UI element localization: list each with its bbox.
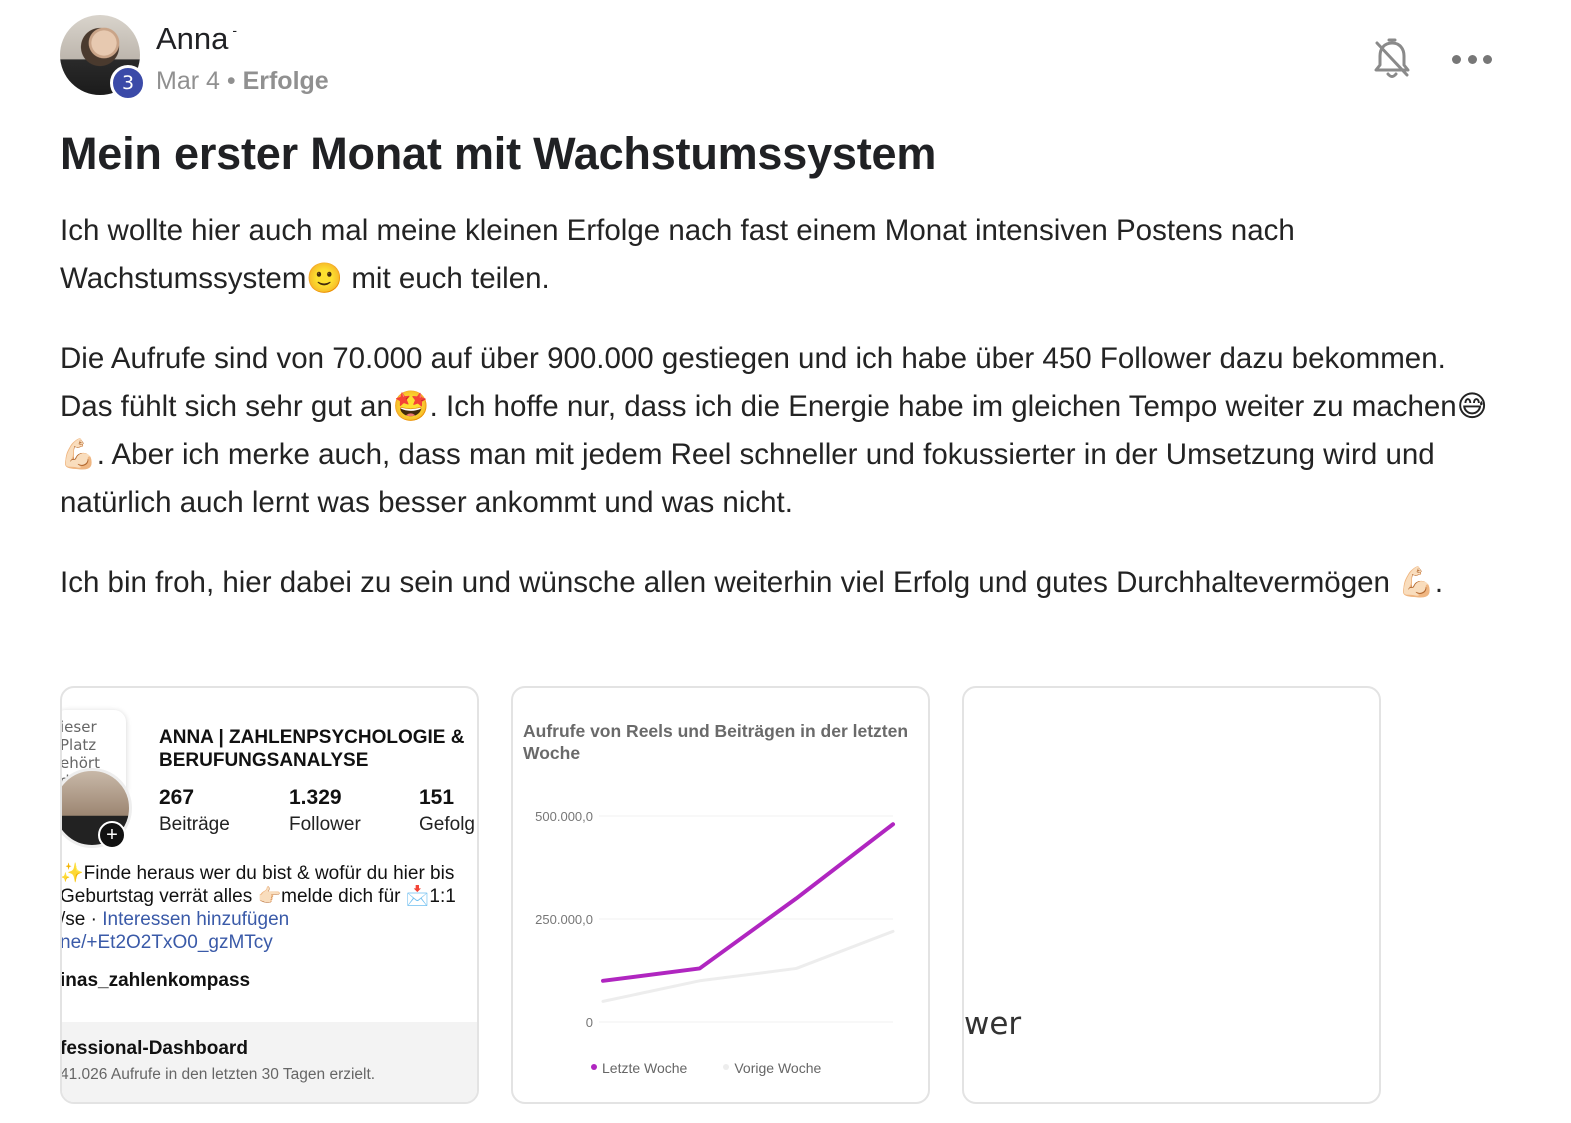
stat-value: 267 xyxy=(159,786,195,809)
post-header: 3 Anna Mar 4 • Erfolge xyxy=(60,15,1500,105)
profile-stat-following: 151 Gefolg xyxy=(419,786,475,836)
bio-line: /se · Interessen hinzufügen xyxy=(60,908,477,931)
stat-label: Gefolg xyxy=(419,814,475,835)
chart-legend: Letzte Woche Vorige Woche xyxy=(591,1060,857,1076)
more-dot xyxy=(1483,54,1492,64)
legend-item: Vorige Woche xyxy=(723,1060,821,1076)
post-category[interactable]: Erfolge xyxy=(242,67,329,95)
dashboard-subtitle: 41.026 Aufrufe in den letzten 30 Tagen e… xyxy=(60,1066,376,1083)
bio-link: Interessen hinzufügen xyxy=(102,909,290,930)
profile-bio: ✨Finde heraus wer du bist & wofür du hie… xyxy=(60,862,477,954)
more-horizontal-icon[interactable] xyxy=(1452,45,1492,73)
legend-label: Vorige Woche xyxy=(734,1060,822,1076)
bio-prefix: /se · xyxy=(60,909,103,930)
attachment-profile-screenshot[interactable]: ieser Platz ehört dir ... + ANNA | ZAHLE… xyxy=(60,686,479,1104)
post-title: Mein erster Monat mit Wachstumssystem xyxy=(60,128,937,179)
bell-off-icon[interactable] xyxy=(1372,37,1412,81)
attachment-third-screenshot[interactable]: wer xyxy=(962,686,1381,1104)
post-paragraph: Die Aufrufe sind von 70.000 auf über 900… xyxy=(60,342,1488,519)
meta-separator: • xyxy=(226,67,236,95)
series-line-vorige-woche xyxy=(601,929,895,1003)
profile-name: ANNA | ZAHLENPSYCHOLOGIE & BERUFUNGSANAL… xyxy=(159,727,465,771)
more-dot xyxy=(1467,54,1477,64)
professional-dashboard: fessional-Dashboard 41.026 Aufrufe in de… xyxy=(60,1022,477,1102)
legend-item: Letzte Woche xyxy=(591,1060,687,1076)
bio-line: ✨Finde heraus wer du bist & wofür du hie… xyxy=(60,863,455,884)
level-badge: 3 xyxy=(110,65,146,101)
y-tick-label: 0 xyxy=(586,1015,593,1030)
more-dot xyxy=(1452,54,1461,64)
dashboard-title: fessional-Dashboard xyxy=(60,1038,248,1059)
post-paragraph: Ich wollte hier auch mal meine kleinen E… xyxy=(60,214,1295,295)
bio-line: Geburtstag verrät alles 👉🏻melde dich für… xyxy=(60,886,456,907)
author-name[interactable]: Anna xyxy=(156,21,233,57)
post-meta: Mar 4 • Erfolge xyxy=(156,67,329,96)
plus-icon: + xyxy=(98,821,126,849)
attachment-chart-screenshot[interactable]: Aufrufe von Reels und Beiträgen in der l… xyxy=(511,686,930,1104)
stat-value: 1.329 xyxy=(289,786,342,809)
post-date: Mar 4 xyxy=(156,67,220,95)
legend-marker xyxy=(723,1064,730,1071)
post-paragraph: Ich bin froh, hier dabei zu sein und wün… xyxy=(60,566,1444,599)
chart-title: Aufrufe von Reels und Beiträgen in der l… xyxy=(523,721,909,763)
y-tick-label: 250.000,0 xyxy=(535,912,593,927)
profile-stat-followers: 1.329 Follower xyxy=(289,786,361,836)
partial-text: wer xyxy=(964,1006,1022,1042)
stat-value: 151 xyxy=(419,786,455,809)
bio-url: ne/+Et2O2TxO0_gzMTcy xyxy=(60,932,273,953)
legend-marker xyxy=(591,1064,597,1071)
series-line-letzte-woche xyxy=(601,822,895,983)
stat-label: Beiträge xyxy=(159,814,230,835)
stat-label: Follower xyxy=(289,814,361,835)
chart-svg: 500.000,0 250.000,0 0 xyxy=(535,809,895,1030)
y-tick-label: 500.000,0 xyxy=(535,809,593,824)
profile-stat-posts: 267 Beiträge xyxy=(159,786,230,836)
attachments-gallery: ieser Platz ehört dir ... + ANNA | ZAHLE… xyxy=(60,686,1390,1106)
profile-handle: inas_zahlenkompass xyxy=(60,970,251,991)
author-avatar-wrap[interactable]: 3 xyxy=(60,15,146,101)
legend-label: Letzte Woche xyxy=(602,1060,688,1076)
